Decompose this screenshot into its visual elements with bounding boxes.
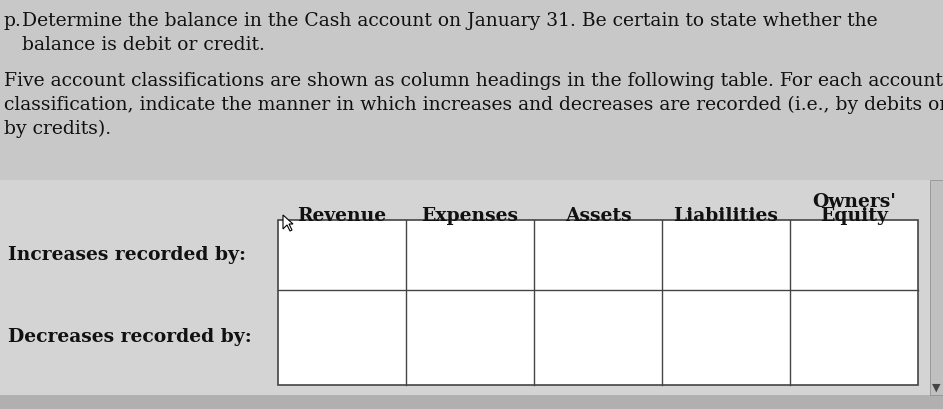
Text: classification, indicate the manner in which increases and decreases are recorde: classification, indicate the manner in w… [4, 96, 943, 114]
Text: balance is debit or credit.: balance is debit or credit. [22, 36, 265, 54]
Bar [0, 180, 943, 409]
Text: Five account classifications are shown as column headings in the following table: Five account classifications are shown a… [4, 72, 943, 90]
Bar [0, 395, 943, 409]
Text: Decreases recorded by:: Decreases recorded by: [8, 328, 252, 346]
Text: Increases recorded by:: Increases recorded by: [8, 246, 246, 264]
Text: Owners': Owners' [812, 193, 896, 211]
Bar [278, 220, 918, 385]
Text: Equity: Equity [820, 207, 888, 225]
Polygon shape [283, 215, 293, 231]
Text: Assets: Assets [565, 207, 631, 225]
Bar [930, 180, 943, 395]
Text: Revenue: Revenue [297, 207, 387, 225]
Text: by credits).: by credits). [4, 120, 111, 138]
Text: p.: p. [4, 12, 22, 30]
Text: ▼: ▼ [932, 383, 940, 393]
Text: Expenses: Expenses [422, 207, 519, 225]
Text: Determine the balance in the Cash account on January 31. Be certain to state whe: Determine the balance in the Cash accoun… [22, 12, 878, 30]
Bar [0, 0, 943, 180]
Text: Liabilities: Liabilities [673, 207, 778, 225]
